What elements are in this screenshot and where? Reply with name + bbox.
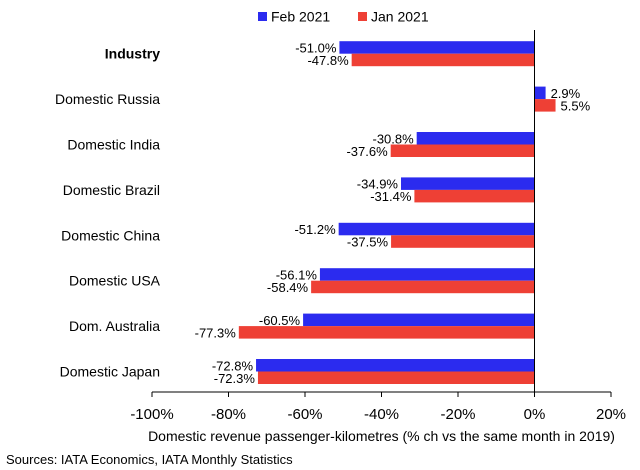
x-tick-label: 0% <box>524 406 546 423</box>
bar-jan-2021 <box>311 280 535 294</box>
x-tick-label: 20% <box>596 406 626 423</box>
bar-jan-2021 <box>238 326 535 339</box>
data-label: -56.1% <box>276 267 318 282</box>
data-label: -51.2% <box>294 222 336 237</box>
data-label: -51.0% <box>295 40 337 55</box>
x-tick-label: -40% <box>364 406 399 423</box>
data-label: -72.8% <box>212 358 254 373</box>
data-label: -34.9% <box>357 177 399 192</box>
bar-feb-2021 <box>256 359 535 372</box>
bar-jan-2021 <box>351 53 535 67</box>
bar-feb-2021 <box>338 222 535 236</box>
bar-jan-2021 <box>390 144 535 157</box>
bar-feb-2021 <box>401 177 535 190</box>
data-label: 5.5% <box>561 98 591 113</box>
x-tick-label: -100% <box>130 406 173 423</box>
source-note: Sources: IATA Economics, IATA Monthly St… <box>6 452 293 467</box>
category-label: Domestic Russia <box>55 91 160 107</box>
data-label: -31.4% <box>370 189 412 204</box>
category-label: Dom. Australia <box>69 318 160 334</box>
data-label: -60.5% <box>259 313 301 328</box>
legend-label-2: Jan 2021 <box>371 9 429 25</box>
legend-swatch-1 <box>258 12 267 21</box>
bar-feb-2021 <box>416 132 535 145</box>
bar-jan-2021 <box>391 235 535 248</box>
category-label: Domestic India <box>67 137 160 153</box>
bar-feb-2021 <box>303 313 535 327</box>
category-label: Industry <box>105 46 160 62</box>
bar-feb-2021 <box>339 41 535 54</box>
x-axis-title: Domestic revenue passenger-kilometres (%… <box>148 428 615 444</box>
x-axis-ticks: -100% -80% -60% -40% -20% 0% 20% <box>130 392 626 423</box>
data-label: -72.3% <box>214 371 256 386</box>
bar-feb-2021 <box>319 268 535 281</box>
category-labels: Industry Domestic Russia Domestic India Dom… <box>55 46 161 380</box>
bars <box>238 41 556 384</box>
category-label: Domestic USA <box>69 273 161 289</box>
bar-jan-2021 <box>257 371 535 384</box>
x-tick-label: -60% <box>287 406 322 423</box>
legend: Feb 2021 Jan 2021 <box>258 9 429 25</box>
bar-chart: Feb 2021 Jan 2021 Industry Domestic Russia… <box>55 9 626 445</box>
data-labels: -51.0%-47.8%2.9%5.5%-30.8%-37.6%-34.9%-3… <box>195 40 591 385</box>
data-label: -37.6% <box>346 144 388 159</box>
data-label: -77.3% <box>195 325 237 340</box>
category-label: Domestic China <box>61 227 160 243</box>
bar-feb-2021 <box>534 86 546 100</box>
bar-jan-2021 <box>414 189 535 203</box>
x-tick-label: -20% <box>440 406 475 423</box>
category-label: Domestic Japan <box>60 364 160 380</box>
bar-jan-2021 <box>534 99 556 112</box>
category-label: Domestic Brazil <box>63 182 160 198</box>
x-tick-label: -80% <box>211 406 246 423</box>
data-label: -37.5% <box>347 235 389 250</box>
legend-swatch-2 <box>358 12 367 21</box>
data-label: 2.9% <box>551 86 581 101</box>
data-label: -47.8% <box>307 53 349 68</box>
data-label: -30.8% <box>372 131 414 146</box>
data-label: -58.4% <box>267 280 309 295</box>
legend-label-1: Feb 2021 <box>271 9 330 25</box>
